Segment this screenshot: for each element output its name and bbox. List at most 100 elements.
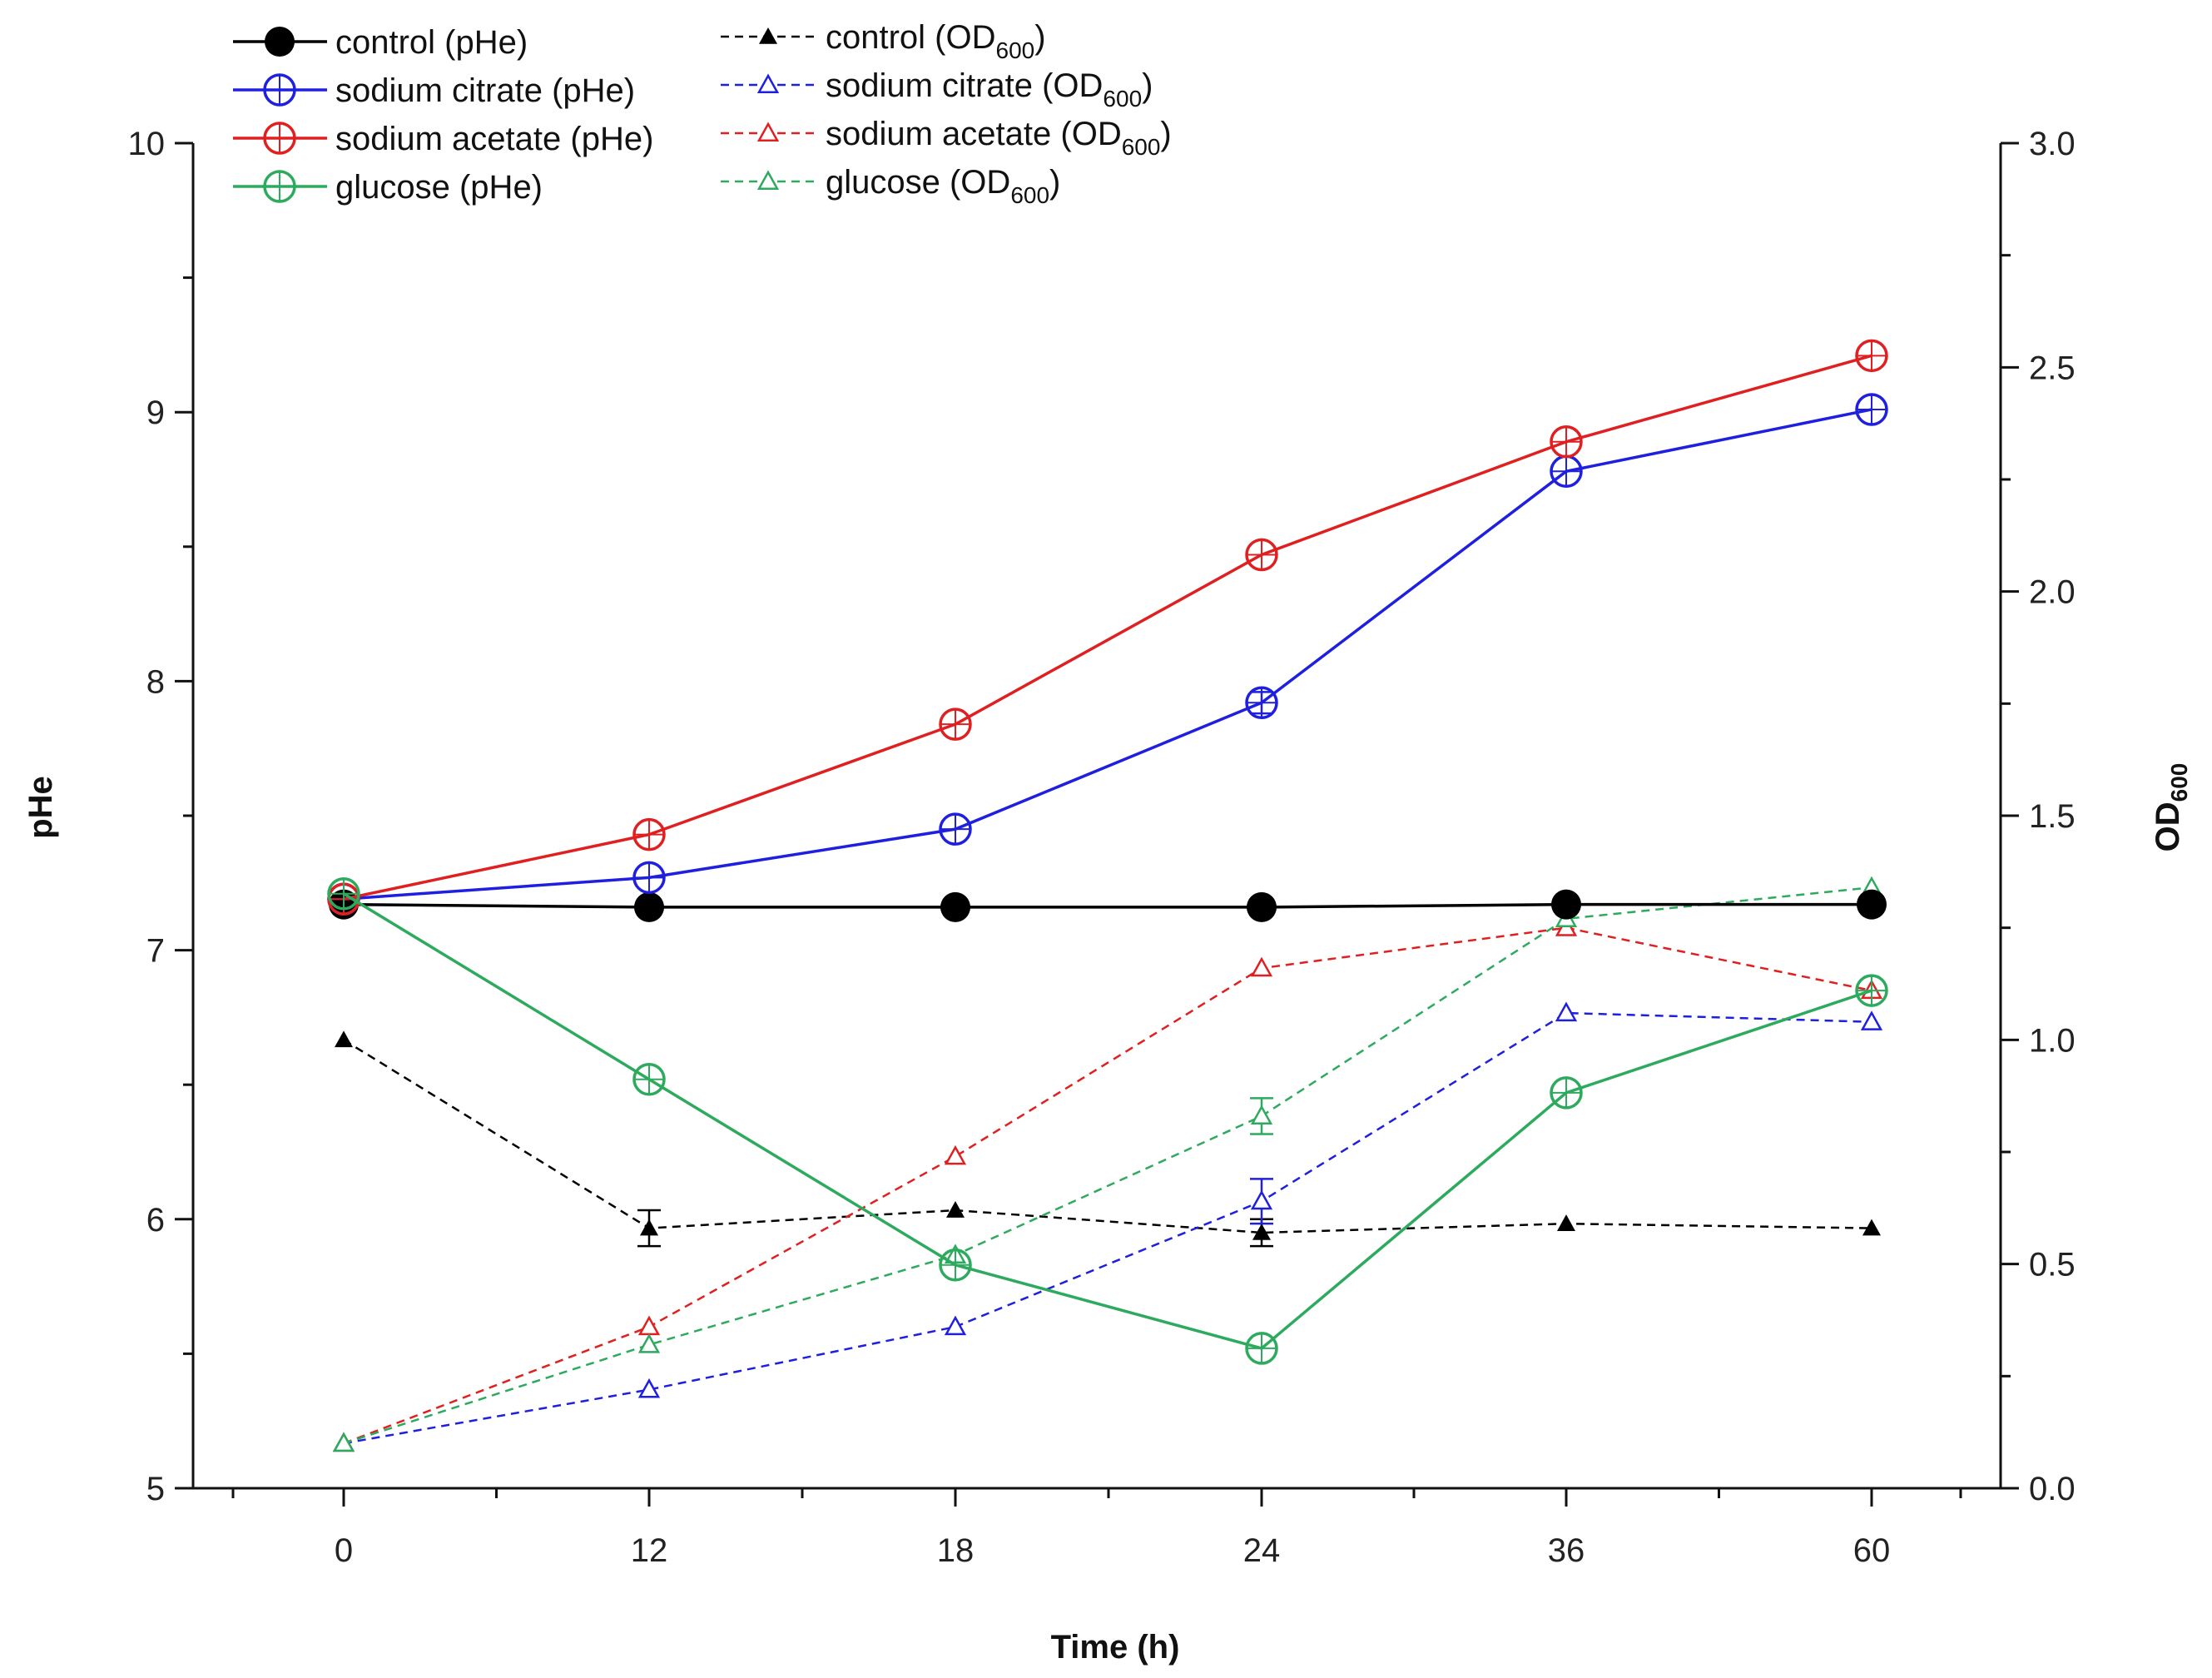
x-tick-label: 0 — [335, 1532, 353, 1569]
legend-label-sub: 600 — [996, 37, 1035, 63]
legend-label-main: sodium acetate (OD — [826, 116, 1122, 152]
legend-label-sub: 600 — [1122, 134, 1161, 160]
y-right-tick-label: 0.5 — [2029, 1247, 2076, 1283]
legend-label: sodium citrate (OD600) — [826, 67, 1153, 112]
legend-label-sub: 600 — [1010, 182, 1049, 208]
od-point — [637, 1315, 661, 1336]
x-axis-title-unit — [1128, 1629, 1137, 1666]
phe-series-line — [343, 408, 1872, 901]
x-tick-label: 36 — [1548, 1532, 1585, 1569]
legend-entry-phe: glucose (pHe) — [233, 169, 543, 206]
phe-point — [1857, 889, 1887, 920]
legend-entry-od: glucose (OD600) — [721, 164, 1060, 208]
phe-point — [632, 1062, 666, 1096]
phe-point — [1550, 1076, 1583, 1110]
legend-entry-phe: sodium acetate (pHe) — [233, 121, 653, 157]
phe-point — [1550, 454, 1583, 489]
legend-marker — [263, 73, 296, 107]
od-point — [1250, 956, 1273, 977]
legend-entry-od: sodium acetate (OD600) — [721, 116, 1172, 160]
y-right-tick-label: 0.0 — [2029, 1471, 2076, 1507]
legend-marker — [263, 122, 296, 155]
od-point — [332, 1432, 355, 1452]
legend-label: control (pHe) — [335, 24, 528, 61]
x-tick-label: 60 — [1853, 1532, 1891, 1569]
phe-point — [1245, 538, 1278, 572]
od-point — [1250, 1189, 1273, 1210]
phe-point — [939, 1248, 972, 1282]
phe-point — [634, 891, 664, 922]
phe-series-line — [343, 902, 1872, 909]
x-tick-label: 12 — [631, 1532, 668, 1569]
y-left-tick-label: 7 — [146, 933, 165, 970]
od-series-line — [343, 1039, 1872, 1234]
phe-series-1 — [327, 393, 1888, 916]
legend-label-main: glucose (OD — [826, 164, 1010, 201]
od-point — [1555, 1001, 1578, 1022]
od-point — [637, 1333, 661, 1353]
phe-point — [1855, 339, 1888, 373]
x-axis-title-main: Time — [1051, 1629, 1128, 1666]
od-series-line — [343, 886, 1872, 1445]
legend-entry-od: sodium citrate (OD600) — [721, 67, 1153, 112]
od-series-3 — [332, 876, 1883, 1452]
phe-point — [939, 812, 972, 846]
phe-point — [1551, 889, 1581, 920]
od-point — [637, 1378, 661, 1398]
legend: control (pHe) sodium citrate (pHe) sodium … — [233, 19, 1172, 208]
od-series-0 — [335, 1030, 1881, 1248]
od-point — [1557, 1214, 1575, 1231]
phe-point — [632, 817, 666, 851]
phe-series-2 — [327, 339, 1888, 916]
y-left-tick-label: 5 — [146, 1471, 165, 1507]
legend-marker — [756, 73, 780, 94]
od-point — [1252, 1223, 1271, 1240]
legend-marker — [263, 170, 296, 203]
od-point — [944, 1315, 967, 1336]
od-point — [640, 1219, 658, 1236]
legend-entry-phe: sodium citrate (pHe) — [233, 72, 635, 109]
legend-label-main: sodium citrate (OD — [826, 67, 1103, 104]
phe-series-line — [343, 892, 1872, 1350]
y-axis-left-title: pHe — [22, 776, 59, 839]
legend-label: glucose (OD600) — [826, 164, 1060, 208]
od-series-line — [343, 1011, 1872, 1445]
phe-point — [940, 891, 970, 922]
od-point — [335, 1030, 353, 1048]
legend-label-end: ) — [1160, 116, 1171, 152]
od-series-1 — [332, 1001, 1883, 1452]
od-series-line — [343, 926, 1872, 1445]
y-right-tick-label: 2.0 — [2029, 574, 2076, 611]
legend-marker — [756, 170, 780, 191]
y-right-tick-label: 3.0 — [2029, 126, 2076, 162]
legend-marker — [759, 27, 777, 44]
legend-label: control (OD600) — [826, 19, 1046, 63]
phe-point — [1247, 891, 1277, 922]
y-right-tick-label: 1.5 — [2029, 798, 2076, 835]
od-point — [944, 1144, 967, 1165]
phe-point — [1855, 974, 1888, 1007]
legend-label: sodium citrate (pHe) — [335, 72, 635, 109]
legend-entry-od: control (OD600) — [721, 19, 1046, 63]
legend-marker — [265, 27, 295, 57]
phe-point — [632, 861, 666, 895]
y-left-tick-label: 8 — [146, 663, 165, 700]
y-right-tick-label: 2.5 — [2029, 350, 2076, 386]
phe-series-3 — [327, 876, 1888, 1365]
x-tick-label: 18 — [937, 1532, 975, 1569]
x-axis-title: Time (h) — [1051, 1629, 1180, 1666]
phe-point — [939, 707, 972, 741]
phe-series-0 — [329, 889, 1887, 922]
y-left-tick-label: 6 — [146, 1202, 165, 1239]
legend-label-end: ) — [1049, 164, 1060, 201]
y-axis-right-title-sub: 600 — [2166, 763, 2192, 802]
legend-label-main: control (OD — [826, 19, 996, 56]
legend-marker — [756, 122, 780, 142]
x-axis-title-unit-text: (h) — [1137, 1629, 1179, 1666]
y-right-tick-label: 1.0 — [2029, 1022, 2076, 1059]
y-left-tick-label: 9 — [146, 395, 165, 431]
legend-label: sodium acetate (OD600) — [826, 116, 1172, 160]
phe-point — [327, 876, 360, 911]
phe-point — [1550, 425, 1583, 459]
